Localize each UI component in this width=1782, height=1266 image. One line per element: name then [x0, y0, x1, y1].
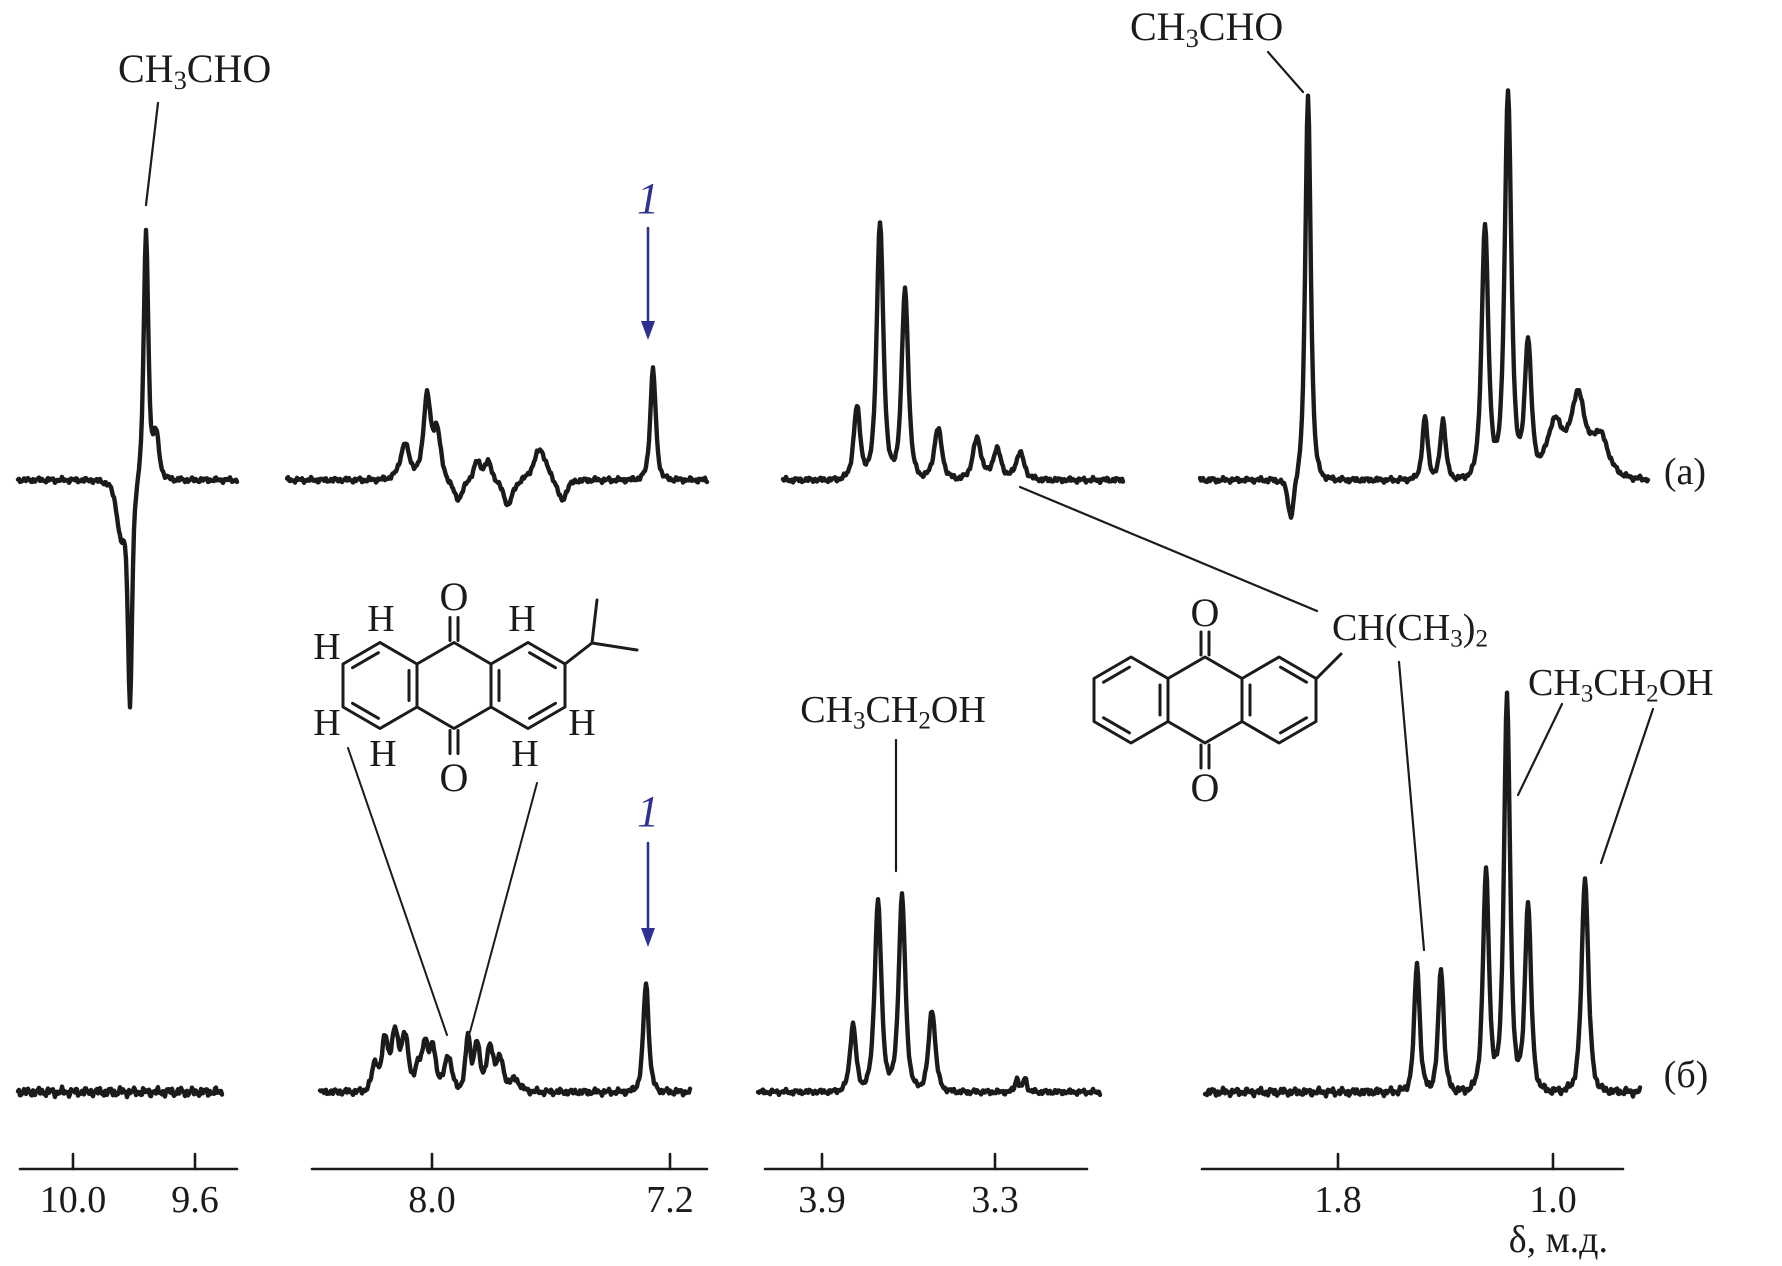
- substituent-bond: [1314, 652, 1343, 681]
- double-bond-inner: [528, 701, 557, 720]
- x-axis-title: δ, м.д.: [1509, 1219, 1608, 1261]
- label-isopropyl: CH(CH3)2: [1332, 607, 1488, 652]
- central-ring: [1167, 655, 1243, 745]
- marker-arrow-bottom: 1: [637, 787, 659, 947]
- double-bond-inner: [351, 701, 380, 720]
- x-axes: 10.0 9.6 8.0 7.2 3.9 3.3 1.8 1.0δ, м.д.: [18, 1152, 1625, 1261]
- x-axis-segment-4: 1.8 1.0: [1200, 1152, 1625, 1221]
- axis-tick-label: 1.8: [1314, 1179, 1362, 1221]
- pointer-line-isopropyl-to-septet: [1018, 485, 1319, 613]
- central-ring: [416, 641, 492, 730]
- x-axis-segment-3: 3.9 3.3: [763, 1152, 1089, 1221]
- benzene-ring: [341, 641, 419, 730]
- annotations: CH3CHO CH3CHO CH3CH2OH CH(CH3)2 CH3CH2OH: [118, 4, 1714, 952]
- trace-b-segment-2: [317, 981, 693, 1098]
- structure-pointer-line-right: [469, 782, 538, 1033]
- benzene-ring: [489, 641, 567, 730]
- arrow-head: [641, 321, 655, 340]
- pointer-line-acetaldehyde-right: [1266, 50, 1305, 94]
- isopropyl-methyl-bond: [590, 641, 639, 652]
- oxygen-atom-label: O: [1191, 765, 1220, 810]
- spectra-traces: [15, 88, 1651, 1100]
- trace-a-segment-2: [284, 365, 710, 508]
- oxygen-atom-label: O: [440, 755, 469, 800]
- isopropyl-methyl-bond: [590, 598, 599, 645]
- benzene-ring: [1092, 655, 1170, 745]
- panel-labels: (а) (б): [1664, 451, 1709, 1096]
- x-axis-segment-2: 8.0 7.2: [310, 1152, 709, 1221]
- hydrogen-atom-label: H: [511, 733, 538, 775]
- double-bond-inner: [1102, 665, 1131, 684]
- isopropyl-bond: [563, 641, 594, 666]
- double-bond-inner: [1279, 665, 1308, 684]
- trace-b-segment-1: [15, 1084, 225, 1100]
- axis-tick-label: 10.0: [40, 1179, 107, 1221]
- trace-a-segment-3: [780, 220, 1126, 486]
- axis-tick-label: 7.2: [646, 1179, 694, 1221]
- hydrogen-atom-label: H: [369, 733, 396, 775]
- structure-right-anthraquinone: OO: [1092, 590, 1343, 810]
- arrow-number-label: 1: [637, 174, 659, 223]
- hydrogen-atom-label: H: [508, 598, 535, 640]
- double-bond-inner: [1279, 716, 1308, 735]
- label-ethanol-right: CH3CH2OH: [1528, 662, 1714, 707]
- pointer-line-ethanol-right-1: [1516, 702, 1564, 797]
- axis-tick-label: 9.6: [171, 1179, 219, 1221]
- arrow-number-label: 1: [637, 787, 659, 836]
- x-axis-segment-1: 10.0 9.6: [18, 1152, 239, 1221]
- hydrogen-atom-label: H: [313, 702, 340, 744]
- double-bond-inner: [351, 651, 380, 670]
- double-bond-inner: [1102, 716, 1131, 735]
- oxygen-atom-label: O: [1191, 590, 1220, 635]
- marker-arrow-top: 1: [637, 174, 659, 340]
- panel-label-b: (б): [1664, 1054, 1709, 1096]
- trace-b-segment-4: [1202, 690, 1643, 1099]
- trace-a-segment-1: [15, 227, 240, 710]
- panel-label-a: (а): [1664, 451, 1706, 493]
- label-ethanol-mid: CH3CH2OH: [800, 689, 986, 734]
- pointer-line-isopropyl-to-doublet: [1397, 660, 1426, 952]
- hydrogen-atom-label: H: [313, 626, 340, 668]
- structure-pointer-line-left: [347, 747, 448, 1036]
- double-bond-inner: [528, 651, 557, 670]
- axis-tick-label: 8.0: [408, 1179, 456, 1221]
- trace-a-segment-4: [1197, 88, 1651, 520]
- benzene-ring: [1240, 655, 1318, 745]
- trace-b-segment-3: [755, 891, 1103, 1098]
- pointer-line-acetaldehyde-left: [144, 101, 160, 207]
- arrow-head: [641, 928, 655, 947]
- label-acetaldehyde-right: CH3CHO: [1130, 4, 1283, 53]
- axis-tick-label: 1.0: [1529, 1179, 1577, 1221]
- axis-tick-label: 3.3: [971, 1179, 1019, 1221]
- pointer-line-ethanol-right-2: [1599, 707, 1655, 865]
- label-acetaldehyde-left: CH3CHO: [118, 46, 271, 95]
- axis-tick-label: 3.9: [798, 1179, 846, 1221]
- oxygen-atom-label: O: [440, 574, 469, 619]
- hydrogen-atom-label: H: [568, 702, 595, 744]
- hydrogen-atom-label: H: [367, 598, 394, 640]
